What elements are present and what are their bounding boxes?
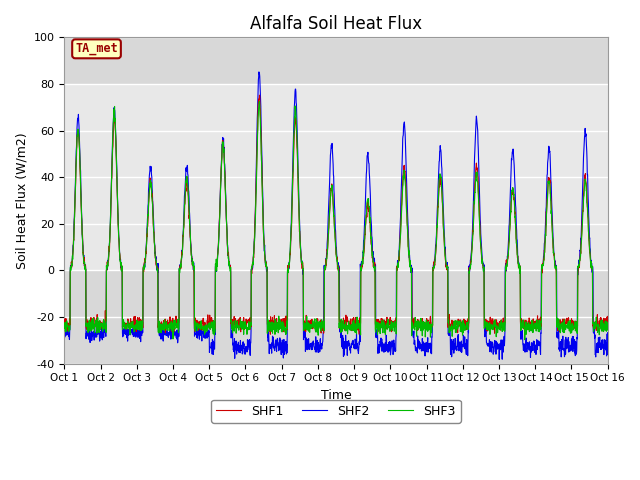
SHF3: [88, 324, 96, 329]
SHF1: [604, 322, 612, 327]
SHF1: [589, 268, 596, 274]
SHF2: [488, 344, 496, 350]
SHF3: [604, 324, 612, 329]
SHF2: [325, 203, 333, 209]
SHF3: [488, 326, 496, 332]
SHF3: [325, 225, 333, 231]
SHF2: [88, 334, 96, 340]
SHF1: [266, 331, 274, 337]
Y-axis label: Soil Heat Flux (W/m2): Soil Heat Flux (W/m2): [15, 132, 28, 269]
Legend: SHF1, SHF2, SHF3: SHF1, SHF2, SHF3: [211, 400, 461, 423]
SHF2: [495, 357, 503, 362]
SHF3: [310, 319, 318, 324]
SHF1: [88, 324, 96, 330]
Line: SHF2: SHF2: [64, 72, 608, 360]
Line: SHF3: SHF3: [64, 102, 608, 340]
SHF2: [60, 329, 68, 335]
SHF2: [255, 69, 263, 75]
SHF1: [325, 219, 333, 225]
SHF2: [604, 330, 612, 336]
Bar: [64, 84, 608, 270]
SHF2: [588, 269, 596, 275]
SHF1: [588, 267, 596, 273]
SHF3: [589, 264, 596, 270]
SHF3: [588, 264, 596, 270]
SHF2: [310, 344, 318, 350]
SHF1: [311, 322, 319, 327]
SHF3: [60, 324, 68, 329]
SHF1: [489, 316, 497, 322]
Line: SHF1: SHF1: [64, 95, 608, 334]
SHF1: [255, 92, 263, 98]
SHF3: [255, 99, 263, 105]
SHF2: [589, 264, 596, 269]
Text: TA_met: TA_met: [75, 42, 118, 55]
SHF1: [60, 320, 68, 325]
X-axis label: Time: Time: [321, 389, 351, 402]
SHF3: [521, 337, 529, 343]
Title: Alfalfa Soil Heat Flux: Alfalfa Soil Heat Flux: [250, 15, 422, 33]
